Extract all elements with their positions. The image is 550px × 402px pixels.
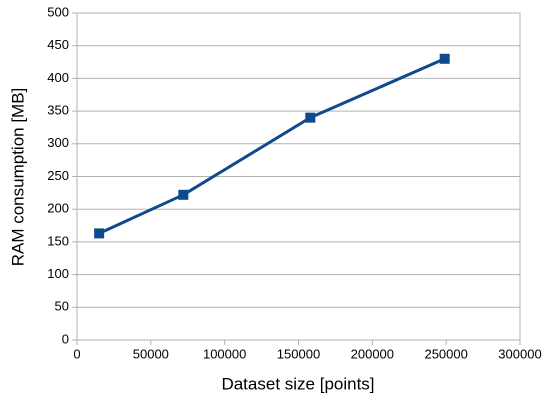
y-tick-label: 300 <box>47 135 69 150</box>
y-tick-label: 50 <box>55 299 69 314</box>
y-tick-label: 250 <box>47 168 69 183</box>
y-tick-label: 350 <box>47 103 69 118</box>
y-tick-label: 100 <box>47 266 69 281</box>
y-tick-label: 400 <box>47 70 69 85</box>
plot-frame <box>76 12 521 341</box>
x-tick-label: 100000 <box>203 346 246 361</box>
x-tick-label: 50000 <box>133 346 169 361</box>
x-tick-label: 200000 <box>351 346 394 361</box>
y-tick-label: 450 <box>47 37 69 52</box>
x-tick-label: 250000 <box>424 346 467 361</box>
data-line <box>98 57 446 235</box>
x-axis-title: Dataset size [points] <box>221 374 374 393</box>
x-tick-label: 0 <box>73 346 80 361</box>
data-point <box>178 189 189 200</box>
data-point <box>94 228 105 239</box>
data-point <box>439 53 450 64</box>
y-tick-label: 500 <box>47 4 69 19</box>
x-tick-label: 300000 <box>498 346 541 361</box>
data-point <box>305 112 316 123</box>
y-tick-label: 0 <box>62 331 69 346</box>
y-tick-label: 150 <box>47 233 69 248</box>
y-tick-label: 200 <box>47 201 69 216</box>
y-axis-title: RAM consumption [MB] <box>8 88 27 267</box>
x-tick-label: 150000 <box>277 346 320 361</box>
